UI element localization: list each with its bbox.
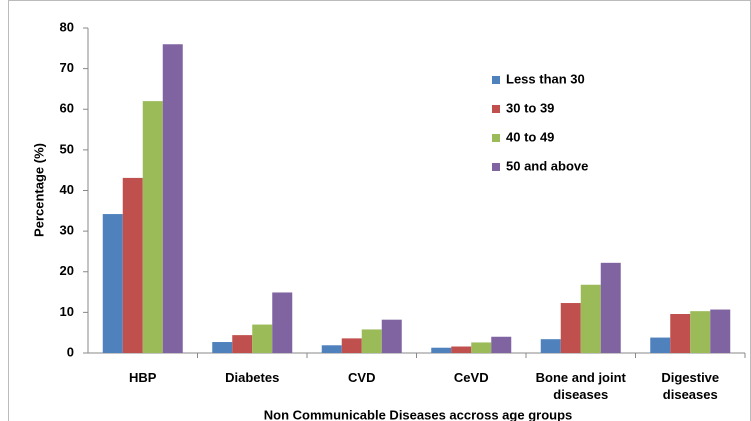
legend-swatch — [492, 163, 500, 171]
bar — [431, 347, 452, 353]
bar — [471, 342, 492, 353]
bar — [361, 329, 382, 353]
bar — [580, 284, 601, 353]
y-tick-label: 60 — [60, 101, 74, 116]
x-tick-label: Bone and joint diseases — [536, 370, 627, 402]
legend-swatch — [492, 105, 500, 113]
x-tick-label-line: HBP — [129, 370, 157, 385]
bar — [451, 346, 472, 353]
bar — [540, 339, 561, 353]
x-tick-label-line: Digestive — [661, 370, 719, 385]
y-tick-label: 0 — [67, 344, 74, 359]
bar — [272, 292, 293, 353]
x-tick-label-line: CeVD — [454, 370, 489, 385]
y-tick-label: 40 — [60, 182, 74, 197]
bar — [670, 314, 691, 353]
bar — [142, 101, 163, 353]
legend-label: 30 to 39 — [506, 100, 554, 115]
legend-label: Less than 30 — [506, 71, 585, 86]
y-axis-label: Percentage (%) — [31, 143, 46, 237]
legend-label: 50 and above — [506, 158, 588, 173]
bar — [162, 44, 183, 353]
x-tick-label-line: CVD — [348, 370, 375, 385]
bar — [212, 342, 233, 353]
x-tick-label-line: diseases — [553, 387, 608, 402]
bar — [252, 324, 273, 353]
x-tick-label: CeVD — [454, 370, 489, 385]
y-tick-label: 70 — [60, 60, 74, 75]
bar — [650, 337, 671, 353]
bar — [560, 303, 581, 353]
x-tick-label: CVD — [348, 370, 375, 385]
y-tick-label: 80 — [60, 19, 74, 34]
x-tick-label: Diabetes — [225, 370, 279, 385]
bar — [321, 345, 342, 353]
legend-swatch — [492, 134, 500, 142]
bar — [491, 336, 512, 353]
x-tick-label-line: Bone and joint — [536, 370, 627, 385]
x-tick-label-line: Diabetes — [225, 370, 279, 385]
chart-frame — [8, 0, 751, 421]
bar — [102, 214, 123, 353]
bar — [232, 335, 253, 353]
bar — [690, 311, 711, 353]
x-tick-label-line: diseases — [663, 387, 718, 402]
bar — [600, 262, 621, 353]
legend-label: 40 to 49 — [506, 129, 554, 144]
bar — [122, 177, 143, 353]
y-tick-label: 20 — [60, 263, 74, 278]
bar — [710, 309, 731, 353]
x-tick-label: Digestive diseases — [661, 370, 719, 402]
bar — [341, 338, 362, 353]
x-tick-label: HBP — [129, 370, 157, 385]
y-tick-label: 10 — [60, 304, 74, 319]
y-tick-label: 30 — [60, 223, 74, 238]
y-tick-label: 50 — [60, 141, 74, 156]
bar — [381, 319, 402, 353]
x-axis-label: Non Communicable Diseases accross age gr… — [264, 407, 573, 421]
legend-swatch — [492, 76, 500, 84]
